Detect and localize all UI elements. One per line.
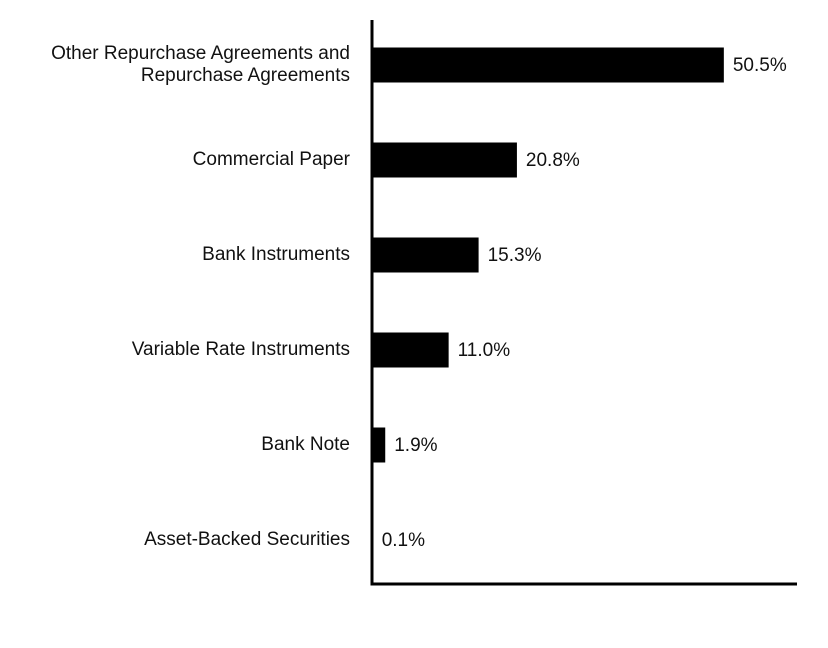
category-label: Commercial Paper	[192, 149, 350, 170]
value-label: 50.5%	[733, 55, 787, 76]
category-label: Bank Note	[261, 434, 350, 455]
category-label: Other Repurchase Agreements and Repurcha…	[51, 43, 350, 86]
bar	[372, 47, 724, 83]
bar	[372, 237, 479, 273]
value-label: 0.1%	[382, 530, 425, 551]
value-label: 1.9%	[394, 435, 437, 456]
bar	[372, 142, 517, 178]
category-label: Asset-Backed Securities	[144, 529, 350, 550]
value-label: 15.3%	[488, 245, 542, 266]
category-label: Bank Instruments	[202, 244, 350, 265]
bar	[372, 522, 373, 558]
value-label: 11.0%	[458, 340, 511, 361]
category-label: Variable Rate Instruments	[131, 339, 350, 360]
bar	[372, 427, 386, 463]
bar	[372, 332, 449, 368]
value-label: 20.8%	[526, 150, 580, 171]
